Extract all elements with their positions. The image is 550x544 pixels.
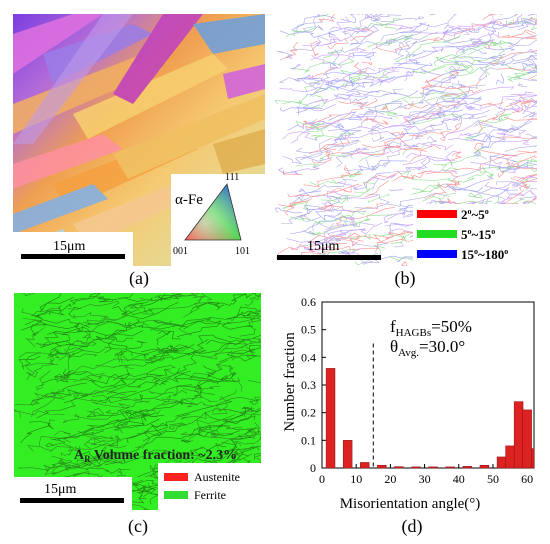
histogram-bar: [513, 401, 524, 469]
histogram-bar: [445, 466, 455, 469]
y-tick-label: 0.4: [301, 350, 316, 364]
scale-bar-b: [277, 255, 381, 260]
panel-d-histogram: 0 0.1 0.2 0.3 0.4 0.5 0.6 0 10 20 30 40 50 60 Misorie…: [282, 295, 535, 512]
legend-label-15-180: 15o~180o: [461, 247, 508, 262]
caption-b: (b): [394, 268, 416, 288]
x-axis-label: Misorientation angle(°): [340, 496, 481, 512]
y-tick-label: 0.6: [301, 295, 316, 309]
legend-label-2-5: 2o~5o: [461, 207, 489, 222]
x-tick-label: 50: [487, 472, 499, 486]
y-tick-label: 0.3: [301, 378, 316, 392]
panel-a-ipf-map: α-Fe 111 001 101 15μm: [13, 14, 265, 266]
y-tick-label: 0.2: [301, 406, 316, 420]
legend-label-5-15: 5o~15o: [461, 227, 495, 242]
x-tick-label: 0: [319, 472, 325, 486]
panel-b-boundary-map: 2o~5o 5o~15o 15o~180o 15μm: [275, 14, 537, 266]
legend-swatch-austenite: [164, 473, 188, 481]
histogram-bar: [428, 466, 438, 469]
histogram-bar: [325, 368, 336, 469]
ipf-phase-label: α-Fe: [175, 192, 203, 208]
legend-label-ferrite: Ferrite: [194, 488, 226, 502]
x-tick-label: 10: [350, 472, 362, 486]
panel-c-phase-map: AR Volume fraction: ~2.3% Austenite Ferr…: [14, 293, 261, 510]
y-tick-label: 0: [310, 461, 316, 475]
y-axis-label: Number fraction: [282, 332, 298, 432]
histogram-bar: [505, 445, 515, 469]
scale-bar-c: [20, 498, 124, 503]
caption-a: (a): [129, 268, 149, 288]
ipf-101-label: 101: [235, 246, 250, 257]
scale-bar-label-a: 15μm: [53, 239, 86, 254]
x-tick-label: 20: [384, 472, 396, 486]
legend-swatch-15-180: [417, 250, 457, 258]
histogram-bar: [342, 440, 353, 469]
ipf-111-label: 111: [225, 172, 239, 183]
annotation-hagbs: fHAGBs=50%: [390, 317, 472, 339]
y-tick-label: 0.1: [301, 433, 316, 447]
legend-swatch-2-5: [417, 210, 457, 218]
annotation-avg-angle: θAvg.=30.0°: [390, 337, 465, 359]
volume-fraction-label: AR Volume fraction: ~2.3%: [74, 448, 237, 464]
histogram-bar: [360, 462, 370, 469]
histogram-bar: [377, 464, 387, 469]
histogram-bar: [479, 464, 490, 469]
scale-bar-label-c: 15μm: [44, 482, 77, 497]
x-tick-label: 60: [521, 472, 533, 486]
x-tick-label: 30: [419, 472, 431, 486]
legend-label-austenite: Austenite: [194, 470, 240, 484]
caption-d: (d): [401, 516, 423, 536]
histogram-bar: [522, 409, 532, 469]
x-tick-label: 40: [453, 472, 465, 486]
scale-bar-label-b: 15μm: [307, 239, 340, 254]
histogram-bar: [462, 466, 473, 469]
y-tick-label: 0.5: [301, 323, 316, 337]
ipf-001-label: 001: [173, 246, 188, 257]
histogram-bar: [394, 466, 404, 469]
histogram-bar: [411, 466, 421, 469]
legend-swatch-ferrite: [164, 491, 188, 499]
boundary-legend: 2o~5o 5o~15o 15o~180o: [417, 207, 508, 262]
histogram-bar: [531, 448, 535, 469]
legend-swatch-5-15: [417, 230, 457, 238]
scale-bar-a: [21, 254, 125, 259]
caption-c: (c): [128, 516, 148, 536]
histogram-bar: [496, 456, 507, 469]
